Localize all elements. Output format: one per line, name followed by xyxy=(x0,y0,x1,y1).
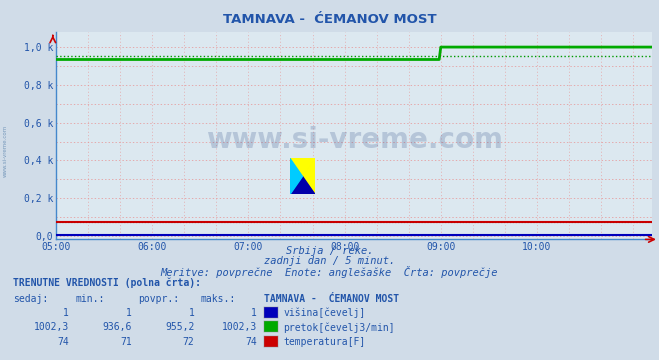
Text: 936,6: 936,6 xyxy=(102,322,132,332)
Text: min.:: min.: xyxy=(76,294,105,305)
Text: zadnji dan / 5 minut.: zadnji dan / 5 minut. xyxy=(264,256,395,266)
Text: 1: 1 xyxy=(126,308,132,318)
Text: temperatura[F]: temperatura[F] xyxy=(283,337,366,347)
Text: pretok[čevelj3/min]: pretok[čevelj3/min] xyxy=(283,322,395,333)
Text: sedaj:: sedaj: xyxy=(13,294,48,305)
Text: Meritve: povprečne  Enote: anglešaške  Črta: povprečje: Meritve: povprečne Enote: anglešaške Črt… xyxy=(161,266,498,278)
Text: 1: 1 xyxy=(63,308,69,318)
Text: Srbija / reke.: Srbija / reke. xyxy=(286,246,373,256)
Text: 955,2: 955,2 xyxy=(165,322,194,332)
Text: 72: 72 xyxy=(183,337,194,347)
Polygon shape xyxy=(290,176,315,194)
Text: 74: 74 xyxy=(245,337,257,347)
Text: višina[čevelj]: višina[čevelj] xyxy=(283,308,366,318)
Text: 1: 1 xyxy=(188,308,194,318)
Text: 1002,3: 1002,3 xyxy=(222,322,257,332)
Polygon shape xyxy=(302,158,315,194)
Polygon shape xyxy=(290,158,302,194)
Text: www.si-vreme.com: www.si-vreme.com xyxy=(206,126,503,154)
Text: TAMNAVA -  ĆEMANOV MOST: TAMNAVA - ĆEMANOV MOST xyxy=(264,294,399,305)
Polygon shape xyxy=(290,158,302,176)
Text: 71: 71 xyxy=(120,337,132,347)
Polygon shape xyxy=(290,158,315,176)
Text: povpr.:: povpr.: xyxy=(138,294,179,305)
Text: 1002,3: 1002,3 xyxy=(34,322,69,332)
Text: 1: 1 xyxy=(251,308,257,318)
Text: www.si-vreme.com: www.si-vreme.com xyxy=(3,125,8,177)
Text: maks.:: maks.: xyxy=(201,294,236,305)
Text: 74: 74 xyxy=(57,337,69,347)
Text: TRENUTNE VREDNOSTI (polna črta):: TRENUTNE VREDNOSTI (polna črta): xyxy=(13,277,201,288)
Polygon shape xyxy=(290,158,302,176)
Text: TAMNAVA -  ĆEMANOV MOST: TAMNAVA - ĆEMANOV MOST xyxy=(223,13,436,26)
